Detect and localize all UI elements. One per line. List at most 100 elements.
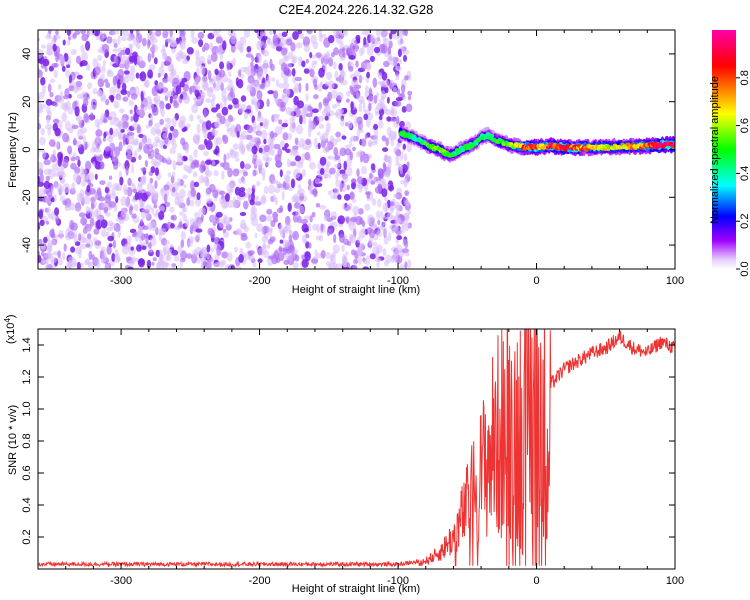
- spectrogram-noise-cell: [369, 55, 375, 63]
- spectrogram-noise-cell: [251, 184, 257, 189]
- spectrogram-noise-cell: [138, 55, 143, 63]
- spectrogram-noise-cell: [326, 228, 331, 237]
- colorbar-tick-label: 0.0: [739, 261, 750, 276]
- spectrogram-noise-cell: [83, 195, 91, 205]
- spectrogram-noise-cell: [382, 221, 386, 226]
- spectrogram-noise-cell: [395, 65, 402, 72]
- spectrogram-noise-cell: [128, 99, 134, 107]
- spectrogram-noise-cell: [211, 107, 218, 113]
- spectrogram-noise-cell: [314, 178, 321, 185]
- spectrogram-noise-cell: [190, 30, 195, 39]
- spectrogram-noise-cell: [210, 52, 218, 63]
- spectrogram-noise-cell: [154, 122, 161, 129]
- spectrogram-noise-cell: [227, 199, 234, 209]
- snr-ylabel: SNR (10 * v/v): [7, 405, 19, 475]
- spectrogram-noise-cell: [277, 252, 285, 261]
- spectrogram-noise-cell: [238, 107, 244, 114]
- spectrogram-noise-cell: [207, 69, 212, 81]
- spectrogram-noise-cell: [232, 197, 237, 206]
- spectrogram-noise-cell: [186, 55, 191, 61]
- spectrogram-noise-cell: [394, 213, 399, 224]
- spectrogram-noise-cell: [212, 93, 216, 102]
- spectrogram-noise-cell: [216, 245, 222, 256]
- spectrogram-noise-cell: [175, 85, 182, 95]
- spectrogram-noise-cell: [109, 111, 117, 120]
- snr-frame: [37, 328, 676, 570]
- spectrogram-noise-cell: [257, 161, 264, 169]
- spectrogram-noise-cell: [80, 44, 85, 53]
- spectrogram-noise-cell: [81, 233, 85, 242]
- spectrogram-noise-cell: [169, 95, 173, 104]
- spectrogram-noise-cell: [397, 48, 402, 58]
- spectrogram-noise-cell: [96, 122, 100, 131]
- spectrogram-noise-cell: [275, 181, 281, 187]
- spectrogram-noise-cell: [239, 211, 247, 217]
- spectrogram-noise-cell: [311, 108, 319, 113]
- spectrogram-noise-cell: [362, 266, 370, 269]
- spectrogram-noise-cell: [329, 222, 334, 227]
- spectrogram-noise-cell: [194, 89, 200, 97]
- spectrogram-noise-cell: [46, 42, 53, 51]
- spectrogram-noise-cell: [38, 161, 44, 171]
- spectrogram-noise-cell: [95, 153, 101, 162]
- spectrogram-noise-cell: [343, 193, 351, 201]
- spectrogram-noise-cell: [373, 46, 381, 54]
- spectrogram-noise-cell: [226, 60, 231, 71]
- spectrogram-noise-cell: [396, 142, 401, 148]
- spectrogram-noise-cell: [389, 32, 393, 40]
- spectrogram-noise-cell: [327, 190, 333, 196]
- spectrogram-noise-cell: [133, 203, 139, 212]
- spectrogram-noise-cell: [259, 196, 267, 205]
- spectrogram-noise-cell: [179, 188, 186, 199]
- spectrogram-noise-cell: [134, 191, 139, 201]
- spectrogram-noise-cell: [207, 54, 212, 65]
- spectrogram-noise-cell: [240, 161, 245, 169]
- spectrogram-noise-cell: [118, 141, 123, 152]
- spectrogram-noise-cell: [185, 253, 193, 259]
- spectrogram-noise-cell: [129, 56, 136, 63]
- spectrogram-noise-cell: [158, 232, 162, 242]
- spectrogram-noise-cell: [194, 197, 202, 207]
- spectrogram-noise-cell: [292, 31, 299, 40]
- spectrogram-noise-cell: [219, 61, 225, 70]
- spectrogram-noise-cell: [155, 249, 161, 258]
- spectrogram-noise-cell: [315, 202, 321, 208]
- spectrogram-noise-cell: [282, 132, 289, 141]
- spectrogram-noise-cell: [405, 103, 413, 113]
- spectrogram-noise-cell: [50, 197, 55, 203]
- spectrogram-noise-cell: [306, 113, 313, 118]
- spectrogram-noise-cell: [268, 184, 275, 195]
- spectrogram-noise-cell: [110, 149, 116, 157]
- spectrogram-noise-cell: [246, 143, 251, 150]
- spectrogram-noise-cell: [382, 162, 386, 169]
- spectrogram-noise-cell: [350, 135, 357, 143]
- spectrogram-noise-cell: [388, 232, 392, 242]
- spectrogram-noise-cell: [151, 106, 159, 116]
- spectrogram-noise-cell: [220, 162, 225, 168]
- spectrogram-noise-cell: [309, 51, 313, 59]
- spectrogram-noise-cell: [46, 118, 50, 125]
- spectrogram-noise-cell: [305, 58, 309, 64]
- colorbar-tick-label: 0.4: [739, 166, 750, 181]
- spectrogram-noise-cell: [85, 40, 91, 51]
- spectrogram-noise-cell: [232, 98, 239, 105]
- spectrogram-noise-cell: [73, 137, 77, 146]
- spectrogram-noise-cell: [284, 55, 289, 61]
- spectrogram-noise-cell: [399, 120, 405, 128]
- spectrogram-noise-cell: [243, 111, 249, 120]
- spectrogram-noise-cell: [282, 81, 290, 89]
- spectrogram-noise-cell: [162, 78, 169, 84]
- spectrogram-noise-cell: [249, 199, 255, 206]
- spectrogram-noise-cell: [179, 211, 184, 216]
- spectrogram-noise-cell: [222, 199, 226, 205]
- spectrogram-noise-cell: [179, 93, 184, 100]
- spectrogram-noise-cell: [138, 258, 145, 268]
- spectrogram-noise-cell: [327, 155, 334, 160]
- spectrogram-noise-cell: [391, 108, 397, 118]
- spectrogram-noise-cell: [153, 95, 161, 103]
- snr-ytick-label: 0.2: [21, 529, 33, 544]
- spectrogram-noise-cell: [177, 178, 182, 186]
- spectrogram-noise-cell: [68, 202, 76, 211]
